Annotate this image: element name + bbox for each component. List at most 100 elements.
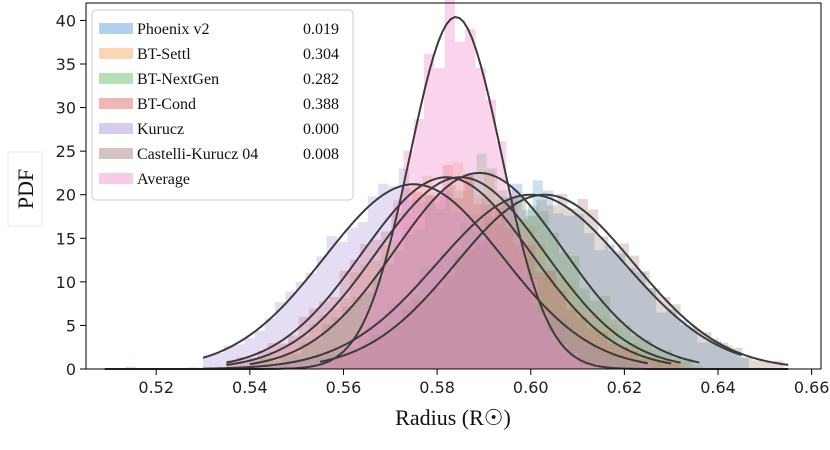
histogram-bar	[615, 357, 626, 369]
y-tick-label: 15	[56, 229, 76, 248]
histogram-bar	[391, 240, 402, 369]
histogram-bar	[460, 213, 471, 369]
histogram-bar	[443, 275, 454, 369]
histogram-bar	[339, 270, 351, 369]
histogram-bar	[640, 365, 651, 369]
histogram-bar	[608, 250, 619, 369]
histogram-bar	[597, 317, 608, 369]
legend-swatch	[99, 23, 133, 34]
y-axis-label: PDF	[13, 169, 38, 209]
histogram-bar	[645, 366, 657, 369]
histogram-bar	[388, 303, 399, 369]
histogram-bar	[419, 267, 430, 369]
histogram-bar	[707, 338, 719, 369]
histogram-bar	[558, 252, 570, 369]
legend-swatch	[99, 123, 133, 134]
legend-entry-bt-settl: BT-Settl 0.304	[99, 46, 339, 63]
histogram-bar	[398, 168, 410, 369]
histogram-bar	[545, 271, 557, 369]
histogram-bar	[566, 282, 577, 369]
histogram-bar	[244, 337, 255, 369]
fit-curve-bt-nextgen	[249, 171, 700, 366]
histogram-bar	[450, 212, 461, 369]
histogram-bar	[439, 192, 451, 369]
histogram-bar	[672, 358, 683, 369]
histogram-bar	[501, 196, 513, 369]
y-tick-label: 35	[56, 55, 76, 74]
legend-box	[91, 9, 354, 201]
histogram-bar	[329, 309, 340, 369]
y-tick-label: 40	[56, 11, 76, 30]
histogram-bar	[589, 300, 601, 369]
histogram-bar	[257, 350, 268, 369]
histogram-bar	[629, 255, 640, 369]
histogram-bar	[628, 343, 639, 369]
histogram-bar	[615, 253, 626, 369]
legend-label: BT-NextGen	[137, 71, 219, 88]
histogram-bar	[370, 239, 381, 369]
histogram-bar	[442, 191, 454, 369]
histogram-bar	[321, 363, 332, 369]
x-tick-label: 0.64	[700, 378, 736, 397]
histogram-bar	[522, 277, 533, 369]
histogram-bar	[378, 183, 389, 369]
histogram-bar	[295, 359, 307, 369]
histogram-bar	[298, 316, 309, 369]
histogram-bar	[659, 296, 671, 369]
histogram-bar	[604, 354, 616, 369]
histogram-bar	[473, 195, 484, 369]
histogram-bar	[401, 187, 412, 369]
histogram-bar	[357, 338, 368, 369]
histogram-bar	[453, 198, 464, 369]
x-tick-label: 0.54	[232, 378, 268, 397]
histogram-bar	[507, 197, 518, 369]
histogram-bar	[659, 360, 670, 369]
histogram-bar	[532, 309, 543, 369]
histogram-bar	[577, 198, 588, 369]
histogram-bar	[721, 345, 733, 369]
histogram-bar	[453, 162, 464, 369]
legend-entry-average: Average	[99, 171, 190, 188]
histogram-bar	[648, 359, 660, 369]
histogram-bar	[306, 273, 317, 369]
histogram-bar	[409, 199, 420, 369]
histogram-bar	[553, 317, 564, 369]
histogram-bar	[506, 189, 517, 369]
histogram-bar	[635, 365, 646, 369]
histogram-bar	[319, 301, 330, 369]
histogram-bar	[403, 150, 414, 369]
histogram-bar	[380, 231, 392, 369]
x-tick-label: 0.52	[138, 378, 174, 397]
histogram-bar	[310, 365, 322, 369]
histogram-bar	[442, 164, 454, 369]
x-axis-label: Radius (R☉)	[395, 405, 511, 430]
histogram-bar	[584, 233, 595, 369]
histogram-bar	[347, 227, 358, 369]
x-tick-label: 0.60	[513, 378, 549, 397]
histogram-bar	[486, 168, 498, 369]
histogram-bar	[326, 236, 337, 369]
legend-value: 0.019	[303, 21, 339, 38]
histogram-bar	[481, 198, 492, 369]
legend-label: Castelli-Kurucz 04	[137, 146, 258, 163]
histogram-bar	[264, 318, 276, 369]
histogram-bar	[517, 219, 528, 369]
histogram-bar	[638, 350, 649, 369]
legend: Phoenix v2 0.019 BT-Settl 0.304 BT-NextG…	[91, 9, 354, 201]
legend-value: 0.388	[303, 96, 339, 113]
legend-entry-bt-nextgen: BT-NextGen 0.282	[99, 71, 339, 88]
histogram-bar	[711, 340, 722, 369]
legend-value: 0.008	[303, 146, 339, 163]
histogram-bar	[625, 362, 636, 369]
legend-label: Kurucz	[137, 121, 184, 138]
histogram-bar	[336, 241, 348, 369]
histogram-bar	[393, 199, 404, 369]
histogram-bar	[454, 41, 466, 370]
histogram-bar	[277, 346, 289, 369]
legend-entry-phoenix-v2: Phoenix v2 0.019	[99, 21, 339, 38]
histogram-bar	[370, 260, 381, 369]
histogram-bar	[545, 269, 557, 369]
histogram-bar	[275, 362, 286, 369]
histogram-bar	[422, 175, 433, 369]
histogram-bar	[687, 326, 698, 369]
